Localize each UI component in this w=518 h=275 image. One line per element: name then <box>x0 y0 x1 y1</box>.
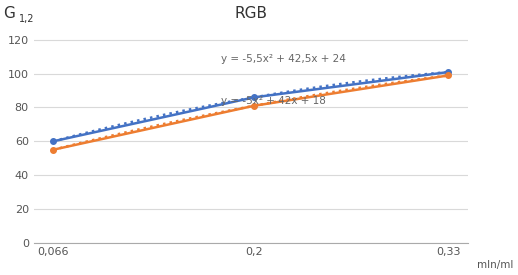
Text: 1,2: 1,2 <box>19 14 34 24</box>
Text: y = -5,5x² + 42,5x + 24: y = -5,5x² + 42,5x + 24 <box>221 54 346 64</box>
Text: mln/ml: mln/ml <box>477 260 513 270</box>
Title: RGB: RGB <box>234 6 267 21</box>
Text: y = -5x² + 42x + 18: y = -5x² + 42x + 18 <box>221 96 326 106</box>
Text: G: G <box>3 6 15 21</box>
